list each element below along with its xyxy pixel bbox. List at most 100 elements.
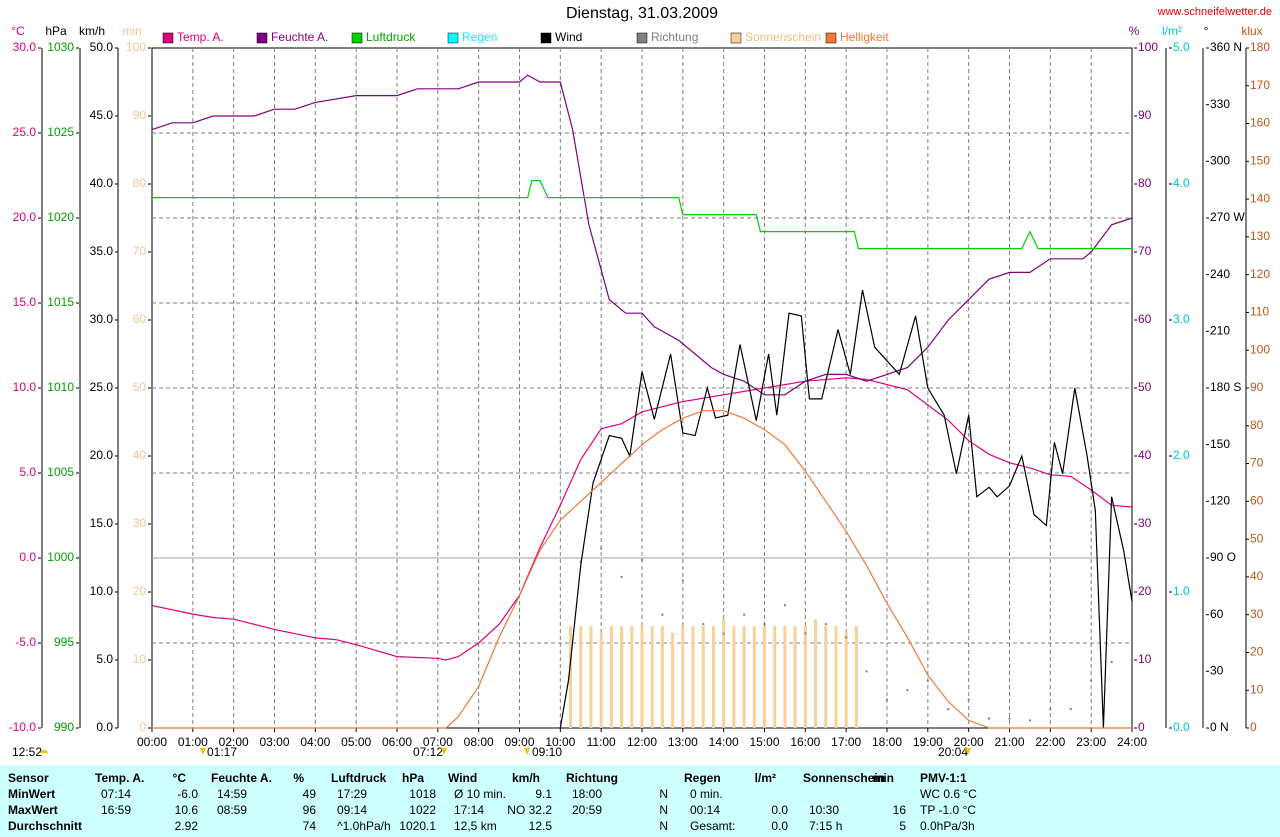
row-label: MaxWert (8, 803, 58, 817)
y-tick-label: 40 (133, 448, 147, 462)
x-tick-label: 02:00 (219, 735, 249, 749)
direction-dot (743, 613, 746, 616)
column-unit: l/m² (754, 771, 776, 785)
cell-value: 74 (302, 819, 316, 833)
y-tick-label: 150 (1250, 154, 1270, 168)
column-title: Sonnenschein (803, 771, 886, 785)
x-tick-label: 03:00 (259, 735, 289, 749)
cell-value: 2.92 (174, 819, 198, 833)
sunshine-bar (844, 632, 848, 728)
sunshine-bar (579, 626, 583, 728)
x-tick-label: 13:00 (668, 735, 698, 749)
x-tick-label: 20:00 (954, 735, 984, 749)
column-unit: km/h (511, 771, 540, 785)
legend-swatch (730, 32, 742, 44)
sunshine-bar (773, 626, 777, 728)
cell-value: NO 32.2 (507, 803, 552, 817)
y-tick-label: 1010 (47, 380, 74, 394)
sun-annotation: 20:04 (938, 745, 968, 759)
cell-value: N (659, 819, 668, 833)
column-unit: °C (172, 771, 186, 785)
direction-dot (906, 689, 909, 692)
direction-dot (886, 698, 888, 701)
cell-text: 12,5 km (454, 819, 497, 833)
axis-title: km/h (79, 24, 105, 38)
sunshine-bar (691, 626, 695, 728)
y-tick-label: 130 (1250, 229, 1270, 243)
x-tick-label: 01:00 (178, 735, 208, 749)
direction-dot (804, 632, 807, 635)
x-tick-label: 22:00 (1035, 735, 1065, 749)
cell-value: 0.0 (771, 819, 788, 833)
grid (152, 48, 1132, 728)
legend-swatch (636, 32, 648, 44)
legend-label: Luftdruck (366, 30, 416, 44)
sunshine-bar (783, 626, 787, 728)
y-tick-label: 80 (1250, 418, 1264, 432)
legend-label: Temp. A. (177, 30, 224, 44)
cell-text: 17:14 (454, 803, 485, 817)
y-tick-label: 100 (1250, 342, 1270, 356)
y-tick-label: 120 (1250, 267, 1270, 281)
sunshine-bar (620, 626, 624, 728)
cell-value: 1018 (409, 787, 436, 801)
y-tick-label: 40 (1250, 569, 1264, 583)
y-tick-label: 5.0 (19, 465, 36, 479)
direction-dot (967, 698, 970, 701)
legend-swatch (540, 32, 552, 44)
direction-dot (783, 604, 786, 607)
direction-dot (824, 623, 827, 626)
direction-dot (1090, 679, 1093, 682)
series-line (559, 289, 1133, 729)
y-tick-label: 60 (133, 312, 147, 326)
y-tick-label: 50 (1250, 531, 1264, 545)
y-tick-label: 90 O (1210, 550, 1236, 564)
axis-title: % (1129, 24, 1140, 38)
direction-dot (702, 623, 705, 626)
y-tick-label: 90 (1250, 380, 1264, 394)
direction-dot (865, 670, 868, 673)
sun-marker (441, 748, 447, 755)
sunshine-bar (793, 626, 797, 728)
sunshine-bar (824, 626, 828, 728)
y-tick-label: 150 (1210, 437, 1230, 451)
y-tick-label: 0 (1138, 720, 1145, 734)
y-tick-label: 30.0 (13, 40, 37, 54)
cell-text: WC 0.6 °C (920, 787, 977, 801)
y-tick-label: 170 (1250, 78, 1270, 92)
column-title: Temp. A. (95, 771, 145, 785)
cell-value: 10.6 (174, 803, 198, 817)
y-tick-label: 2.0 (1173, 448, 1190, 462)
legend-label: Feuchte A. (271, 30, 328, 44)
y-tick-label: 40 (1138, 448, 1152, 462)
sunshine-bar (711, 626, 715, 728)
sun-marker (524, 748, 530, 755)
cell-value: 1020.1 (399, 819, 436, 833)
y-tick-label: 120 (1210, 494, 1230, 508)
legend-label: Regen (462, 30, 497, 44)
cell-text: TP -1.0 °C (920, 803, 976, 817)
x-tick-label: 21:00 (994, 735, 1024, 749)
x-tick-label: 12:00 (627, 735, 657, 749)
sunshine-bar (752, 626, 756, 728)
direction-dot (1110, 660, 1113, 663)
header-label: Sensor (8, 771, 49, 785)
cell-text: 0.0hPa/3h (920, 819, 975, 833)
row-label: Durchschnitt (8, 819, 83, 833)
direction-dot (926, 679, 929, 682)
column-title: Luftdruck (331, 771, 387, 785)
y-tick-label: 10.0 (13, 380, 37, 394)
y-tick-label: 30 (1250, 607, 1264, 621)
y-tick-label: 0.0 (96, 720, 113, 734)
legend-swatch (256, 32, 268, 44)
y-tick-label: 90 (1138, 108, 1152, 122)
direction-dot (641, 558, 643, 561)
x-tick-label: 17:00 (831, 735, 861, 749)
sunshine-bar (660, 626, 664, 728)
cell-text: 00:14 (690, 803, 721, 817)
y-tick-label: 20.0 (13, 210, 37, 224)
y-tick-label: 100 (1138, 40, 1158, 54)
direction-dot (763, 623, 766, 626)
cell-text: 09:14 (337, 803, 368, 817)
